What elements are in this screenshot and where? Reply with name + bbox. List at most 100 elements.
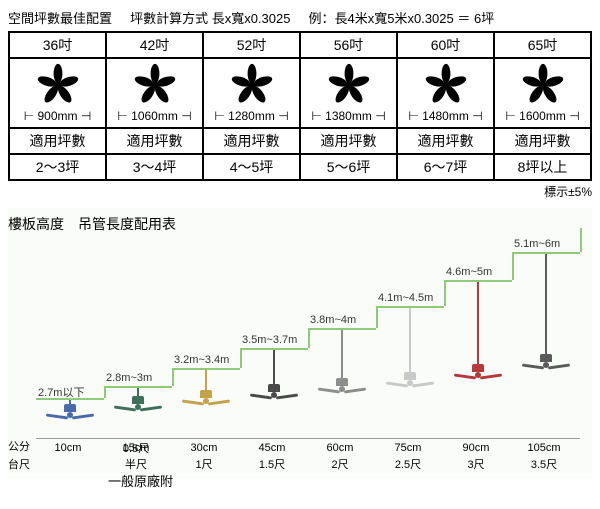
fan-blades xyxy=(114,404,162,414)
diagram-title: 樓板高度 吊管長度配用表 xyxy=(8,214,176,234)
fan-blades xyxy=(182,398,230,408)
apply-value-cell: 2～3坪 xyxy=(9,154,106,180)
origin-note: 一般原廠附 xyxy=(108,471,173,490)
step-riser xyxy=(308,328,310,348)
chi-label: 2尺 xyxy=(308,456,372,472)
cm-label: 105cm xyxy=(512,442,576,454)
rod-length-diagram: 樓板高度 吊管長度配用表 2.7m以下 10cm2.8m~3m 15cm0.5尺… xyxy=(8,208,592,478)
fan-blades xyxy=(250,392,298,402)
fan-icon xyxy=(327,63,371,107)
cm-label: 45cm xyxy=(240,442,304,454)
ceiling-label: 3.8m~4m xyxy=(310,314,356,326)
chi-label: 1尺 xyxy=(172,456,236,472)
fan-rod xyxy=(545,254,547,354)
heading-mid: 坪數計算方式 長x寬x0.3025 xyxy=(130,11,290,26)
step-riser xyxy=(512,252,514,280)
axis-label-chi: 台尺 xyxy=(8,456,30,472)
fan-icon xyxy=(36,63,80,107)
tolerance-note: 標示±5% xyxy=(8,183,592,200)
fan-blades xyxy=(386,380,434,390)
size-cell: 42吋 xyxy=(106,32,203,58)
size-cell: 60吋 xyxy=(397,32,494,58)
step-riser xyxy=(376,306,378,328)
fan-motor xyxy=(404,372,416,380)
fan-rod xyxy=(137,388,139,396)
fan-icon xyxy=(424,63,468,107)
mm-value: 1380mm xyxy=(325,109,372,123)
fan-blades xyxy=(46,412,94,422)
fan-rod xyxy=(341,330,343,378)
fan-icon-cell: ⊢ 1060mm ⊣ xyxy=(106,58,203,128)
fan-blades xyxy=(318,386,366,396)
cm-label: 60cm xyxy=(308,442,372,454)
step-riser xyxy=(240,348,242,368)
apply-value-cell: 6～7坪 xyxy=(397,154,494,180)
chi-label: 0.5尺 半尺 xyxy=(104,440,168,472)
fan-icon xyxy=(521,63,565,107)
fan-icon-cell: ⊢ 1380mm ⊣ xyxy=(300,58,397,128)
fan-motor xyxy=(268,384,280,392)
mm-value: 1060mm xyxy=(131,109,178,123)
apply-value-cell: 5～6坪 xyxy=(300,154,397,180)
cm-label: 90cm xyxy=(444,442,508,454)
size-cell: 36吋 xyxy=(9,32,106,58)
ceiling-label: 2.8m~3m xyxy=(106,372,152,384)
fan-icon-cell: ⊢ 1480mm ⊣ xyxy=(397,58,494,128)
apply-label-cell: 適用坪數 xyxy=(106,128,203,154)
chi-label: 1.5尺 xyxy=(240,456,304,472)
ground-line xyxy=(36,438,580,439)
step-riser xyxy=(172,368,174,386)
cm-label: 75cm xyxy=(376,442,440,454)
fan-blades xyxy=(522,362,570,372)
heading-row: 空間坪數最佳配置 坪數計算方式 長x寬x0.3025 例：長4米x寬5米x0.3… xyxy=(8,8,592,27)
size-cell: 65吋 xyxy=(494,32,591,58)
apply-label-cell: 適用坪數 xyxy=(203,128,300,154)
fan-icon-cell: ⊢ 1600mm ⊣ xyxy=(494,58,591,128)
apply-label-cell: 適用坪數 xyxy=(300,128,397,154)
fan-motor xyxy=(64,404,76,412)
step-riser xyxy=(444,280,446,306)
ceiling-label: 4.6m~5m xyxy=(446,266,492,278)
apply-label-cell: 適用坪數 xyxy=(397,128,494,154)
step-riser xyxy=(580,228,582,252)
fan-rod xyxy=(205,370,207,390)
cm-label: 10cm xyxy=(36,442,100,454)
fan-motor xyxy=(336,378,348,386)
apply-label-cell: 適用坪數 xyxy=(494,128,591,154)
heading-example: 例：長4米x寬5米x0.3025 ＝ 6坪 xyxy=(309,11,495,26)
step-riser xyxy=(104,386,106,398)
apply-value-cell: 8坪以上 xyxy=(494,154,591,180)
fan-icon xyxy=(230,63,274,107)
fan-icon-cell: ⊢ 1280mm ⊣ xyxy=(203,58,300,128)
ceiling-label: 5.1m~6m xyxy=(514,238,560,250)
apply-label-cell: 適用坪數 xyxy=(9,128,106,154)
mm-value: 900mm xyxy=(37,109,77,123)
axis-label-cm: 公分 xyxy=(8,438,30,454)
fan-blades xyxy=(454,372,502,382)
size-cell: 56吋 xyxy=(300,32,397,58)
mm-value: 1280mm xyxy=(228,109,275,123)
chi-label: 2.5尺 xyxy=(376,456,440,472)
heading-left: 空間坪數最佳配置 xyxy=(8,11,112,26)
ceiling-label: 2.7m以下 xyxy=(38,384,84,400)
chi-label: 3尺 xyxy=(444,456,508,472)
ceiling-label: 4.1m~4.5m xyxy=(378,292,433,304)
mm-value: 1480mm xyxy=(422,109,469,123)
chi-label: 3.5尺 xyxy=(512,456,576,472)
apply-value-cell: 4～5坪 xyxy=(203,154,300,180)
fan-icon xyxy=(133,63,177,107)
fan-icon-cell: ⊢ 900mm ⊣ xyxy=(9,58,106,128)
cm-label: 30cm xyxy=(172,442,236,454)
fan-motor xyxy=(472,364,484,372)
size-cell: 52吋 xyxy=(203,32,300,58)
fan-spec-table: 36吋42吋52吋56吋60吋65吋 ⊢ 900mm ⊣ ⊢ 1060mm ⊣ … xyxy=(8,31,592,181)
fan-motor xyxy=(540,354,552,362)
fan-rod xyxy=(409,308,411,372)
apply-value-cell: 3～4坪 xyxy=(106,154,203,180)
fan-rod xyxy=(477,282,479,364)
fan-rod xyxy=(273,350,275,384)
ceiling-label: 3.2m~3.4m xyxy=(174,354,229,366)
fan-motor xyxy=(132,396,144,404)
ceiling-label: 3.5m~3.7m xyxy=(242,334,297,346)
fan-motor xyxy=(200,390,212,398)
